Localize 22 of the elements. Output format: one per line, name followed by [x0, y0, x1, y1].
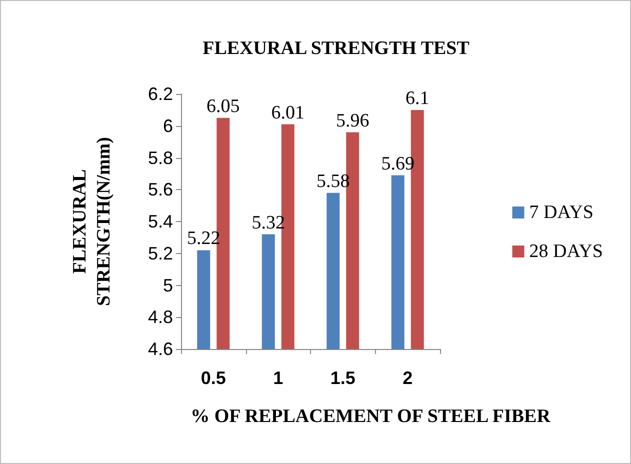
y-tick-label: 5.4 — [148, 212, 173, 232]
data-label: 5.96 — [336, 110, 370, 132]
data-label: 6.05 — [206, 96, 240, 117]
chart-title: FLEXURAL STRENGTH TEST — [202, 38, 470, 59]
y-tick-label: 4.6 — [148, 339, 173, 359]
data-label: 6.1 — [406, 88, 430, 109]
y-tick-label: 4.8 — [148, 307, 173, 328]
y-axis-title: FLEXURAL STRENGTH(N/mm) — [70, 137, 114, 306]
y-tick-label: 5.8 — [148, 148, 173, 168]
legend-label: 28 DAYS — [529, 241, 604, 262]
data-label: 6.01 — [271, 102, 304, 124]
x-tick-label: 0.5 — [200, 368, 226, 388]
y-tick-label: 6 — [162, 116, 173, 136]
x-tick-label: 1 — [273, 368, 284, 388]
y-tick-label: 5.6 — [148, 180, 173, 200]
legend-label: 7 DAYS — [529, 202, 594, 223]
x-tick-label: 1.5 — [330, 368, 356, 388]
y-tick-label: 6.2 — [148, 84, 173, 104]
x-tick-label: 2 — [402, 368, 413, 388]
y-tick-label: 5 — [162, 275, 173, 296]
x-axis-title: % OF REPLACEMENT OF STEEL FIBER — [190, 406, 551, 427]
y-tick-label: 5.2 — [148, 243, 173, 264]
